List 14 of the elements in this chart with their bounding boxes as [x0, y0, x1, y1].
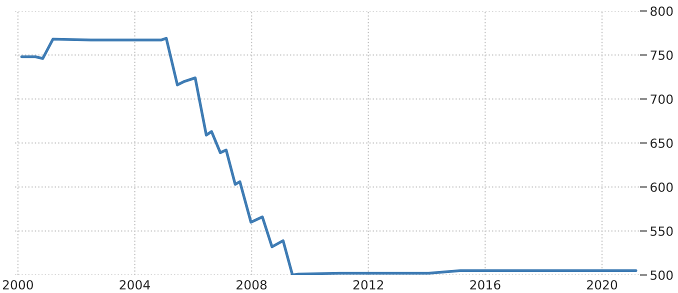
- x-tick-label: 2012: [353, 280, 384, 290]
- y-tick-label: 650: [650, 138, 673, 148]
- y-tick-label: 750: [650, 50, 673, 60]
- line-series: [20, 36, 638, 275]
- x-tick-label: 2008: [236, 280, 267, 290]
- x-tick-label: 2016: [470, 280, 500, 290]
- y-tick-label: 600: [650, 182, 673, 192]
- y-tick-label: 700: [650, 94, 673, 104]
- x-tick-label: 2000: [2, 280, 33, 290]
- x-tick-label: 2004: [120, 280, 150, 290]
- y-tick-label: 800: [650, 6, 673, 16]
- y-tick-label: 500: [650, 270, 673, 280]
- x-tick-label: 2020: [587, 280, 618, 290]
- y-tick-label: 550: [650, 226, 673, 236]
